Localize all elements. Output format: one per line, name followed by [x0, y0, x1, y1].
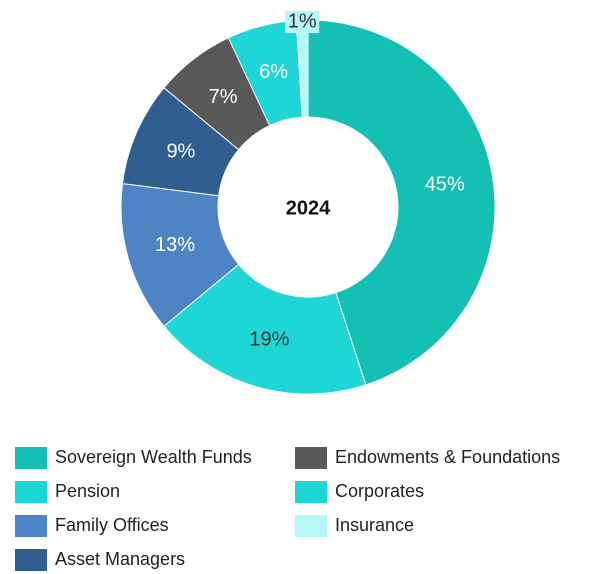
legend-label: Pension: [55, 481, 120, 501]
legend-label: Asset Managers: [55, 549, 185, 569]
legend-swatch: [15, 447, 47, 469]
legend-label: Endowments & Foundations: [335, 447, 560, 467]
center-label: 2024: [286, 197, 331, 219]
value-label: 45%: [425, 174, 465, 196]
legend-label: Family Offices: [55, 515, 169, 535]
legend-label: Corporates: [335, 481, 424, 501]
value-label: 13%: [155, 234, 195, 256]
value-label: 9%: [166, 140, 195, 162]
value-label: 19%: [249, 328, 289, 350]
value-label: 1%: [288, 10, 317, 32]
legend-label: Sovereign Wealth Funds: [55, 447, 252, 467]
value-label: 7%: [209, 86, 238, 108]
legend-swatch: [15, 481, 47, 503]
legend-swatch: [295, 515, 327, 537]
donut-slice: [163, 263, 367, 395]
legend-swatch: [15, 515, 47, 537]
donut-slice: [307, 19, 496, 386]
legend-swatch: [15, 549, 47, 571]
value-label: 6%: [259, 61, 288, 83]
legend-label: Insurance: [335, 515, 414, 535]
label-box: [285, 11, 320, 34]
legend-swatch: [295, 481, 327, 503]
legend-swatch: [295, 447, 327, 469]
